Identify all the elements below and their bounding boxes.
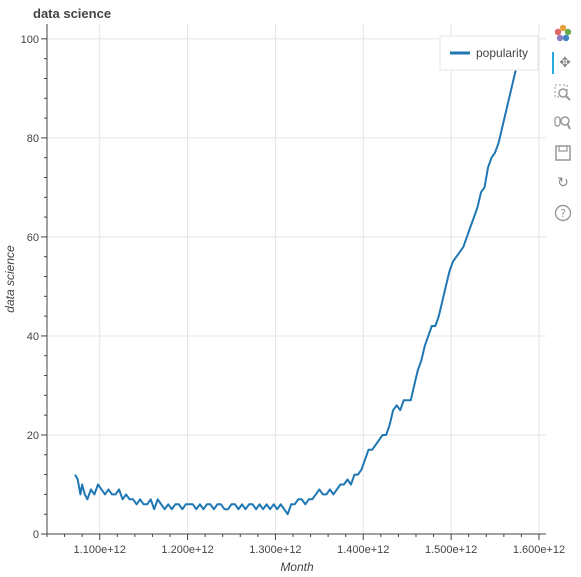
bokeh-logo-icon[interactable]: [552, 22, 574, 44]
plot-area[interactable]: [47, 24, 546, 534]
svg-text:?: ?: [560, 207, 566, 220]
x-tick-label: 1.200e+12: [161, 544, 213, 556]
x-tick-label: 1.600e+12: [513, 544, 565, 556]
series-layer: [74, 58, 521, 516]
help-icon[interactable]: ?: [552, 202, 574, 224]
pan-icon[interactable]: ✥: [552, 52, 576, 74]
y-tick-label: 80: [27, 133, 39, 145]
x-tick-label: 1.100e+12: [74, 544, 126, 556]
x-tick-label: 1.500e+12: [425, 544, 477, 556]
x-axis-label: Month: [280, 560, 314, 574]
legend-label: popularity: [476, 46, 528, 60]
legend: popularity: [439, 35, 539, 71]
y-tick-label: 100: [21, 34, 39, 46]
save-icon[interactable]: [552, 142, 574, 164]
y-axis-label: data science: [3, 245, 17, 313]
box-zoom-icon[interactable]: [552, 82, 574, 104]
reset-icon[interactable]: ↻: [557, 175, 569, 191]
x-tick-label: 1.400e+12: [337, 544, 389, 556]
grid: [47, 24, 546, 535]
axes: 0 20 40 60 80 100 1.100e+12 1.200e+12 1.300e+12 1…: [21, 24, 565, 556]
chart-title: data science: [33, 6, 111, 21]
series-line-popularity: [74, 58, 521, 516]
y-tick-label: 0: [33, 529, 39, 541]
y-tick-label: 60: [27, 232, 39, 244]
y-tick-label: 40: [27, 331, 39, 343]
wheel-zoom-icon[interactable]: [552, 112, 574, 134]
x-tick-label: 1.300e+12: [249, 544, 301, 556]
y-tick-label: 20: [27, 430, 39, 442]
